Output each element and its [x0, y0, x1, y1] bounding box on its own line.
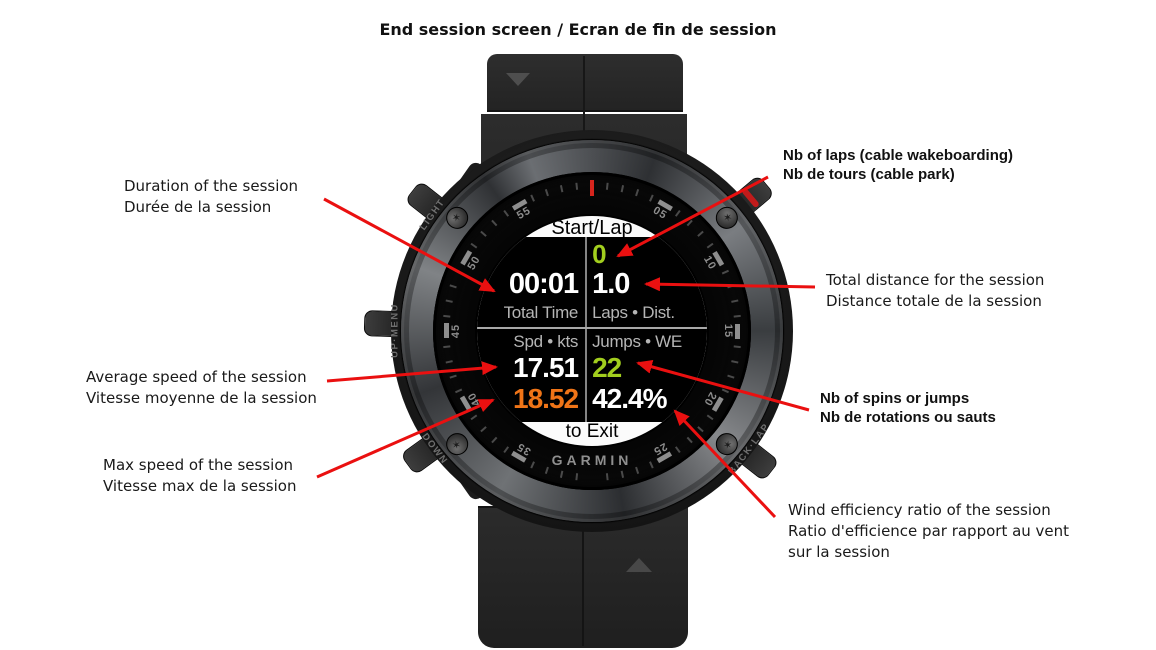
figure-title: End session screen / Ecran de fin de ses…	[379, 20, 777, 39]
garmin-logo: GARMIN	[551, 452, 633, 468]
jumps-value: 22	[592, 352, 622, 383]
distance-value: 1.0	[592, 268, 630, 300]
dial-minute-45: 45	[444, 317, 472, 345]
total-time-value: 00:01	[508, 268, 579, 300]
note-avg-speed: Average speed of the session Vitesse moye…	[86, 368, 317, 407]
strap-seam	[582, 508, 584, 646]
jumps-we-label: Jumps • WE	[592, 332, 682, 351]
grid-horizontal-divider	[477, 327, 707, 329]
laps-dist-label: Laps • Dist.	[592, 303, 675, 322]
watch-display: Start/Lap 0 00:01 1.0 Total Time Laps • …	[477, 216, 707, 446]
dial-minute-15: 15	[712, 317, 740, 345]
note-wind-efficiency: Wind efficiency ratio of the session Rati…	[788, 501, 1070, 561]
note-max-speed: Max speed of the session Vitesse max de l…	[103, 456, 297, 495]
strap-triangle-marker-bottom	[626, 558, 652, 572]
note-distance: Total distance for the session Distance t…	[826, 271, 1045, 310]
speed-kts-label: Spd • kts	[513, 332, 579, 351]
note-laps: Nb of laps (cable wakeboarding) Nb de tou…	[783, 147, 1014, 183]
data-fields-area: 0 00:01 1.0 Total Time Laps • Dist. Spd …	[477, 237, 707, 422]
avg-speed-value: 17.51	[513, 352, 579, 383]
max-speed-value: 18.52	[513, 383, 579, 414]
dial-12-oclock-red-tick	[590, 180, 594, 196]
laps-value: 0	[592, 239, 606, 269]
total-time-label: Total Time	[503, 303, 579, 322]
grid-vertical-divider	[585, 237, 587, 422]
note-duration: Duration of the session Durée de la sessi…	[124, 177, 299, 216]
to-exit-hint: to Exit	[565, 421, 619, 442]
start-lap-hint: Start/Lap	[551, 217, 633, 239]
note-jumps: Nb of spins or jumps Nb de rotations ou s…	[820, 390, 996, 426]
strap-triangle-marker-top	[506, 73, 530, 86]
wind-efficiency-value: 42.4%	[592, 383, 667, 414]
up-menu-button-label: UP·MENU	[389, 303, 401, 358]
